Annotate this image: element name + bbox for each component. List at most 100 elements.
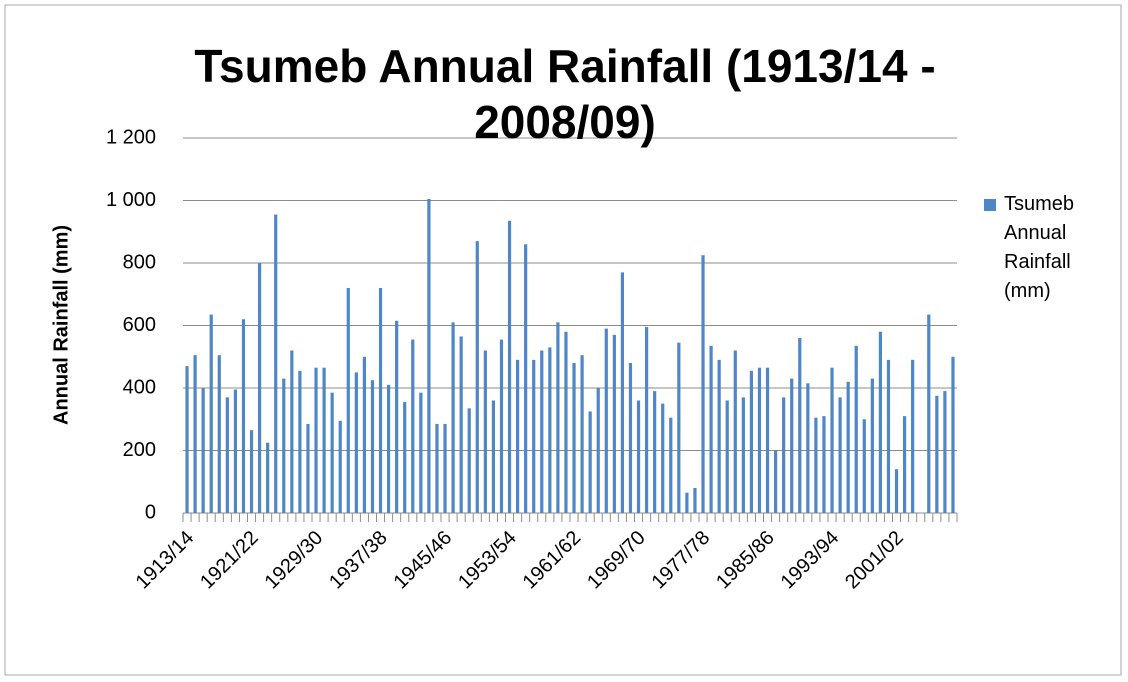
bar bbox=[540, 350, 544, 513]
bar bbox=[806, 383, 810, 513]
bar bbox=[386, 384, 391, 513]
bar bbox=[588, 411, 592, 513]
bar bbox=[798, 338, 802, 513]
y-tick-label: 200 bbox=[123, 439, 156, 461]
chart-border bbox=[4, 4, 1122, 676]
bar bbox=[548, 347, 552, 513]
y-tick-label: 0 bbox=[145, 501, 156, 523]
bar bbox=[846, 381, 850, 513]
bar bbox=[459, 336, 463, 513]
bar bbox=[902, 416, 907, 513]
bar bbox=[661, 403, 665, 513]
bar bbox=[378, 288, 383, 513]
bar bbox=[773, 450, 778, 513]
bar bbox=[435, 423, 439, 513]
bar bbox=[620, 272, 625, 513]
bar bbox=[709, 345, 713, 513]
bar bbox=[951, 356, 955, 513]
bar bbox=[427, 198, 431, 513]
bar bbox=[870, 378, 874, 513]
legend: Tsumeb Annual Rainfall (mm) bbox=[984, 190, 1094, 306]
bar bbox=[765, 367, 770, 513]
bar bbox=[241, 319, 246, 513]
bar bbox=[274, 214, 278, 513]
bar bbox=[596, 388, 600, 513]
bar bbox=[725, 400, 729, 513]
bar bbox=[943, 391, 947, 513]
bar bbox=[644, 327, 649, 513]
bar bbox=[257, 263, 262, 513]
bar bbox=[298, 370, 302, 513]
y-tick-label: 1 200 bbox=[106, 126, 156, 148]
bar bbox=[322, 367, 326, 513]
bar bbox=[564, 331, 568, 513]
bar bbox=[524, 244, 528, 513]
bar bbox=[507, 220, 512, 513]
bar bbox=[894, 469, 899, 513]
bar bbox=[354, 372, 358, 513]
bar bbox=[370, 380, 375, 513]
bar bbox=[862, 419, 866, 513]
bar bbox=[306, 423, 310, 513]
bar bbox=[830, 367, 834, 513]
bar bbox=[911, 359, 915, 513]
bar bbox=[290, 350, 294, 513]
bar bbox=[653, 391, 657, 513]
bar bbox=[395, 320, 399, 513]
bar bbox=[233, 389, 238, 513]
bar bbox=[193, 355, 197, 513]
bar bbox=[572, 363, 576, 513]
bar bbox=[886, 359, 891, 513]
bar bbox=[935, 395, 939, 513]
bar bbox=[209, 314, 213, 513]
bar bbox=[790, 378, 794, 513]
bar bbox=[483, 350, 487, 513]
bar bbox=[822, 416, 826, 513]
bar bbox=[346, 288, 350, 513]
y-tick-label: 800 bbox=[123, 251, 156, 273]
bar bbox=[266, 442, 270, 513]
bar bbox=[612, 334, 616, 513]
bar bbox=[636, 400, 641, 513]
bar bbox=[491, 400, 496, 513]
bar bbox=[878, 331, 883, 513]
bar bbox=[467, 408, 471, 513]
bar bbox=[249, 430, 254, 513]
y-axis-label: Annual Rainfall (mm) bbox=[50, 225, 72, 425]
y-tick-label: 600 bbox=[123, 314, 156, 336]
bar bbox=[225, 397, 229, 513]
bar bbox=[475, 241, 479, 513]
bar bbox=[814, 417, 818, 513]
bar bbox=[556, 322, 560, 513]
bar bbox=[749, 370, 754, 513]
bar bbox=[854, 345, 858, 513]
bar bbox=[604, 328, 608, 513]
bar bbox=[411, 339, 415, 513]
bar bbox=[217, 355, 221, 513]
bar bbox=[693, 488, 697, 513]
bar bbox=[741, 397, 745, 513]
bar bbox=[282, 378, 286, 513]
bar bbox=[717, 359, 721, 513]
bar bbox=[685, 492, 689, 513]
bar bbox=[669, 417, 673, 513]
bar bbox=[532, 359, 536, 513]
bar bbox=[338, 420, 342, 513]
bar bbox=[314, 367, 318, 513]
bar bbox=[403, 402, 407, 513]
bar bbox=[443, 423, 447, 513]
bar bbox=[580, 355, 584, 513]
bar bbox=[757, 367, 762, 513]
bar bbox=[362, 356, 367, 513]
legend-swatch bbox=[984, 199, 996, 211]
bar bbox=[499, 339, 504, 513]
bar bbox=[515, 359, 520, 513]
chart-title: Tsumeb Annual Rainfall (1913/14 - 2008/0… bbox=[194, 40, 936, 148]
bar bbox=[927, 314, 931, 513]
bar bbox=[330, 392, 334, 513]
bar bbox=[733, 350, 737, 513]
bar bbox=[451, 322, 455, 513]
bar bbox=[201, 388, 205, 513]
